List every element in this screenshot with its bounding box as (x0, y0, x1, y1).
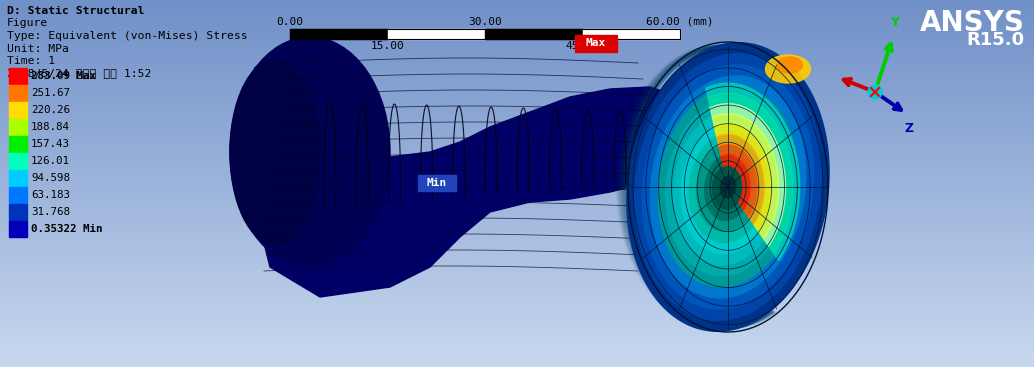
Ellipse shape (230, 37, 390, 267)
Bar (582, 29, 680, 39)
Polygon shape (642, 65, 814, 309)
Text: Max: Max (586, 39, 606, 48)
Polygon shape (721, 176, 736, 198)
Polygon shape (689, 131, 767, 243)
Polygon shape (635, 54, 821, 320)
Text: Z: Z (905, 122, 914, 135)
Text: 63.183: 63.183 (31, 190, 70, 200)
Text: R15.0: R15.0 (967, 31, 1025, 49)
Polygon shape (710, 103, 786, 246)
Ellipse shape (765, 55, 811, 83)
Bar (9, 187, 27, 203)
Text: 2018/5/24 星期四 上午 1:52: 2018/5/24 星期四 上午 1:52 (7, 69, 151, 79)
Text: Time: 1: Time: 1 (7, 56, 55, 66)
Bar (9, 204, 27, 220)
Text: Figure: Figure (7, 18, 49, 29)
Bar (9, 102, 27, 118)
Polygon shape (673, 109, 783, 265)
Polygon shape (706, 83, 799, 261)
Bar (9, 153, 27, 169)
Text: Y: Y (890, 16, 900, 29)
Bar (9, 68, 27, 84)
Bar (290, 29, 680, 39)
Polygon shape (666, 98, 790, 276)
Circle shape (868, 85, 882, 99)
Polygon shape (697, 143, 759, 231)
Bar (9, 136, 27, 152)
Polygon shape (708, 93, 793, 253)
Bar (290, 29, 388, 39)
Polygon shape (681, 120, 774, 254)
Bar (9, 119, 27, 135)
Bar (9, 221, 27, 237)
Ellipse shape (230, 59, 320, 244)
Text: 60.00 (mm): 60.00 (mm) (646, 17, 713, 27)
Text: D: Static Structural: D: Static Structural (7, 6, 145, 16)
Text: 0.00: 0.00 (276, 17, 304, 27)
Text: Unit: MPa: Unit: MPa (7, 44, 69, 54)
Text: ANSYS: ANSYS (920, 9, 1025, 37)
Polygon shape (658, 87, 798, 287)
Text: 188.84: 188.84 (31, 122, 70, 132)
Polygon shape (721, 155, 750, 210)
Text: 45.00: 45.00 (566, 41, 600, 51)
Ellipse shape (778, 57, 802, 73)
Polygon shape (714, 124, 771, 232)
Text: 31.768: 31.768 (31, 207, 70, 217)
Bar (575, 35, 617, 52)
Text: 283.09 Max: 283.09 Max (31, 71, 96, 81)
Text: 30.00: 30.00 (468, 17, 501, 27)
Text: 220.26: 220.26 (31, 105, 70, 115)
Bar (418, 175, 456, 191)
Bar (485, 29, 582, 39)
Polygon shape (705, 154, 752, 220)
Bar (388, 29, 485, 39)
Text: 94.598: 94.598 (31, 173, 70, 183)
Text: 15.00: 15.00 (370, 41, 404, 51)
Polygon shape (717, 134, 764, 224)
Polygon shape (712, 114, 779, 239)
Polygon shape (650, 76, 805, 298)
Bar (9, 85, 27, 101)
Polygon shape (248, 67, 710, 297)
Text: Min: Min (427, 178, 447, 188)
Polygon shape (627, 43, 829, 331)
Text: 0.35322 Min: 0.35322 Min (31, 224, 102, 234)
Bar (9, 170, 27, 186)
Polygon shape (712, 165, 743, 209)
Text: 126.01: 126.01 (31, 156, 70, 166)
Polygon shape (719, 145, 757, 217)
Text: 157.43: 157.43 (31, 139, 70, 149)
Text: 251.67: 251.67 (31, 88, 70, 98)
Text: Type: Equivalent (von-Mises) Stress: Type: Equivalent (von-Mises) Stress (7, 31, 247, 41)
